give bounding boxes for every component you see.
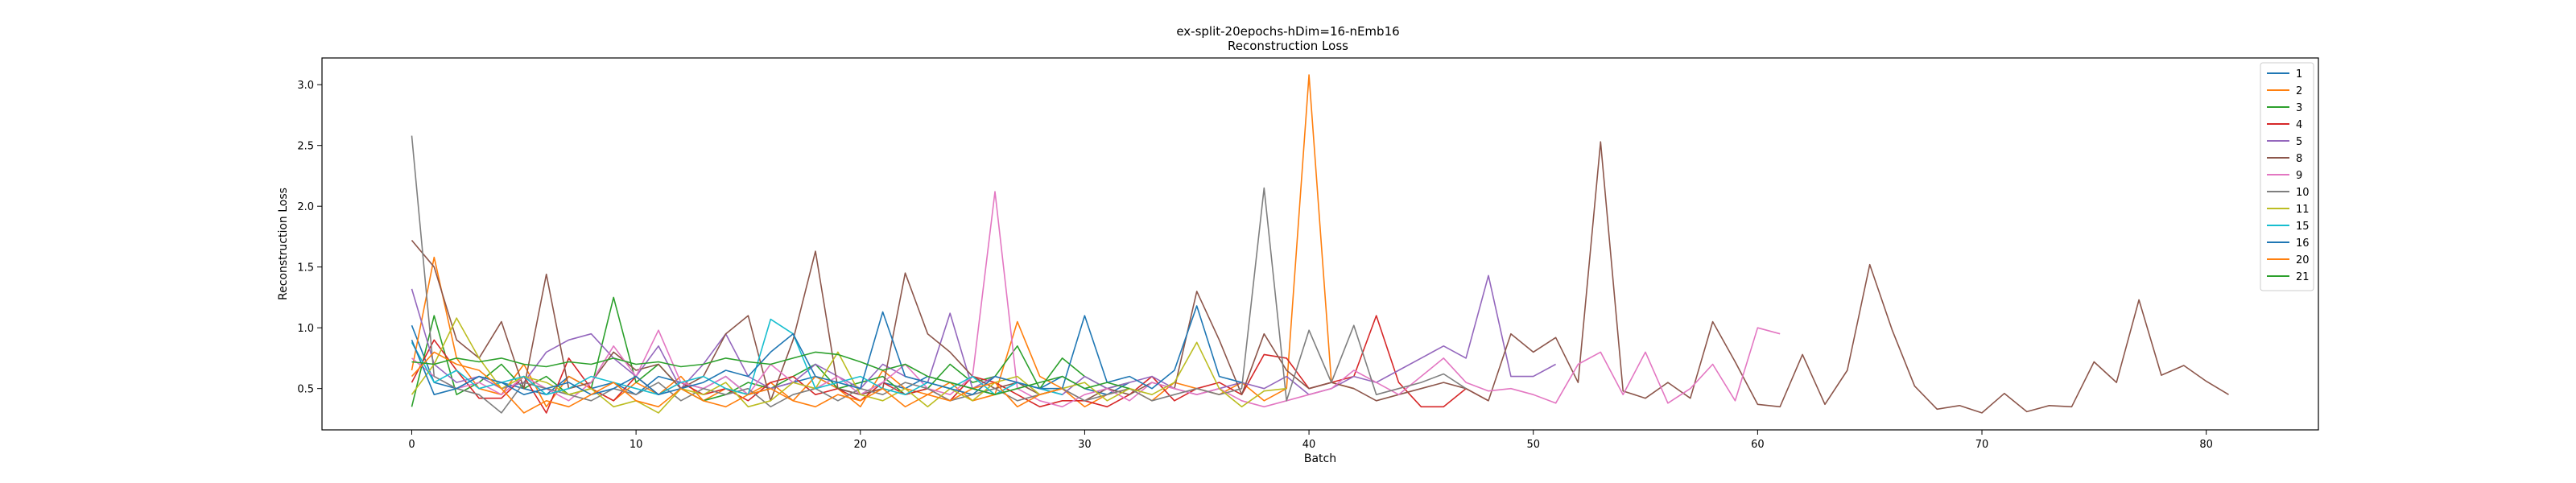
- legend-label-1: 1: [2296, 68, 2302, 80]
- series-line-15: [411, 318, 1063, 396]
- series-line-8: [411, 141, 2229, 414]
- plot-layer: [411, 74, 2229, 414]
- x-tick-label: 50: [1526, 439, 1540, 451]
- x-tick-label: 0: [408, 439, 415, 451]
- axis-layer: 0 10 20 30 40 50 60 70 80 0.5 1.0 1.5 2.0 2.5 3.0: [297, 80, 2213, 451]
- legend-label-15: 15: [2296, 221, 2310, 233]
- legend-label-16: 16: [2296, 237, 2310, 250]
- y-tick-label: 3.0: [297, 80, 314, 92]
- y-tick-label: 1.5: [297, 262, 314, 275]
- series-line-11: [411, 317, 1287, 414]
- legend-label-20: 20: [2296, 254, 2310, 266]
- y-tick-label: 2.0: [297, 201, 314, 213]
- y-tick-label: 1.0: [297, 323, 314, 335]
- plot-frame: [321, 57, 2319, 431]
- x-tick-label: 40: [1302, 439, 1316, 451]
- legend-label-3: 3: [2296, 102, 2302, 114]
- y-axis-label: Reconstruction Loss: [277, 188, 290, 300]
- legend-label-10: 10: [2296, 187, 2310, 199]
- y-tick-label: 2.5: [297, 141, 314, 153]
- y-tick-label: 0.5: [297, 384, 314, 396]
- x-tick-label: 10: [630, 439, 643, 451]
- series-line-20: [411, 351, 1063, 414]
- series-line-10: [411, 135, 1467, 414]
- x-tick-label: 30: [1078, 439, 1092, 451]
- chart-title: ex-split-20epochs-hDim=16-nEmb16: [1176, 24, 1399, 39]
- series-line-16: [411, 305, 1242, 396]
- legend-box: [2260, 62, 2314, 291]
- series-line-21: [411, 351, 1130, 396]
- chart-subtitle: Reconstruction Loss: [1228, 39, 1348, 53]
- x-tick-label: 70: [1975, 439, 1989, 451]
- legend-label-8: 8: [2296, 153, 2302, 165]
- legend-label-11: 11: [2296, 204, 2310, 216]
- x-tick-label: 60: [1751, 439, 1765, 451]
- legend: 1 2 3 4 5 8 9 10 11 15 16 20 21: [2260, 62, 2314, 291]
- legend-label-21: 21: [2296, 271, 2310, 283]
- legend-label-9: 9: [2296, 170, 2302, 182]
- x-axis-label: Batch: [1304, 452, 1336, 465]
- legend-label-4: 4: [2296, 119, 2302, 131]
- legend-label-2: 2: [2296, 85, 2302, 97]
- legend-label-5: 5: [2296, 136, 2302, 148]
- x-tick-label: 80: [2199, 439, 2213, 451]
- x-tick-label: 20: [853, 439, 867, 451]
